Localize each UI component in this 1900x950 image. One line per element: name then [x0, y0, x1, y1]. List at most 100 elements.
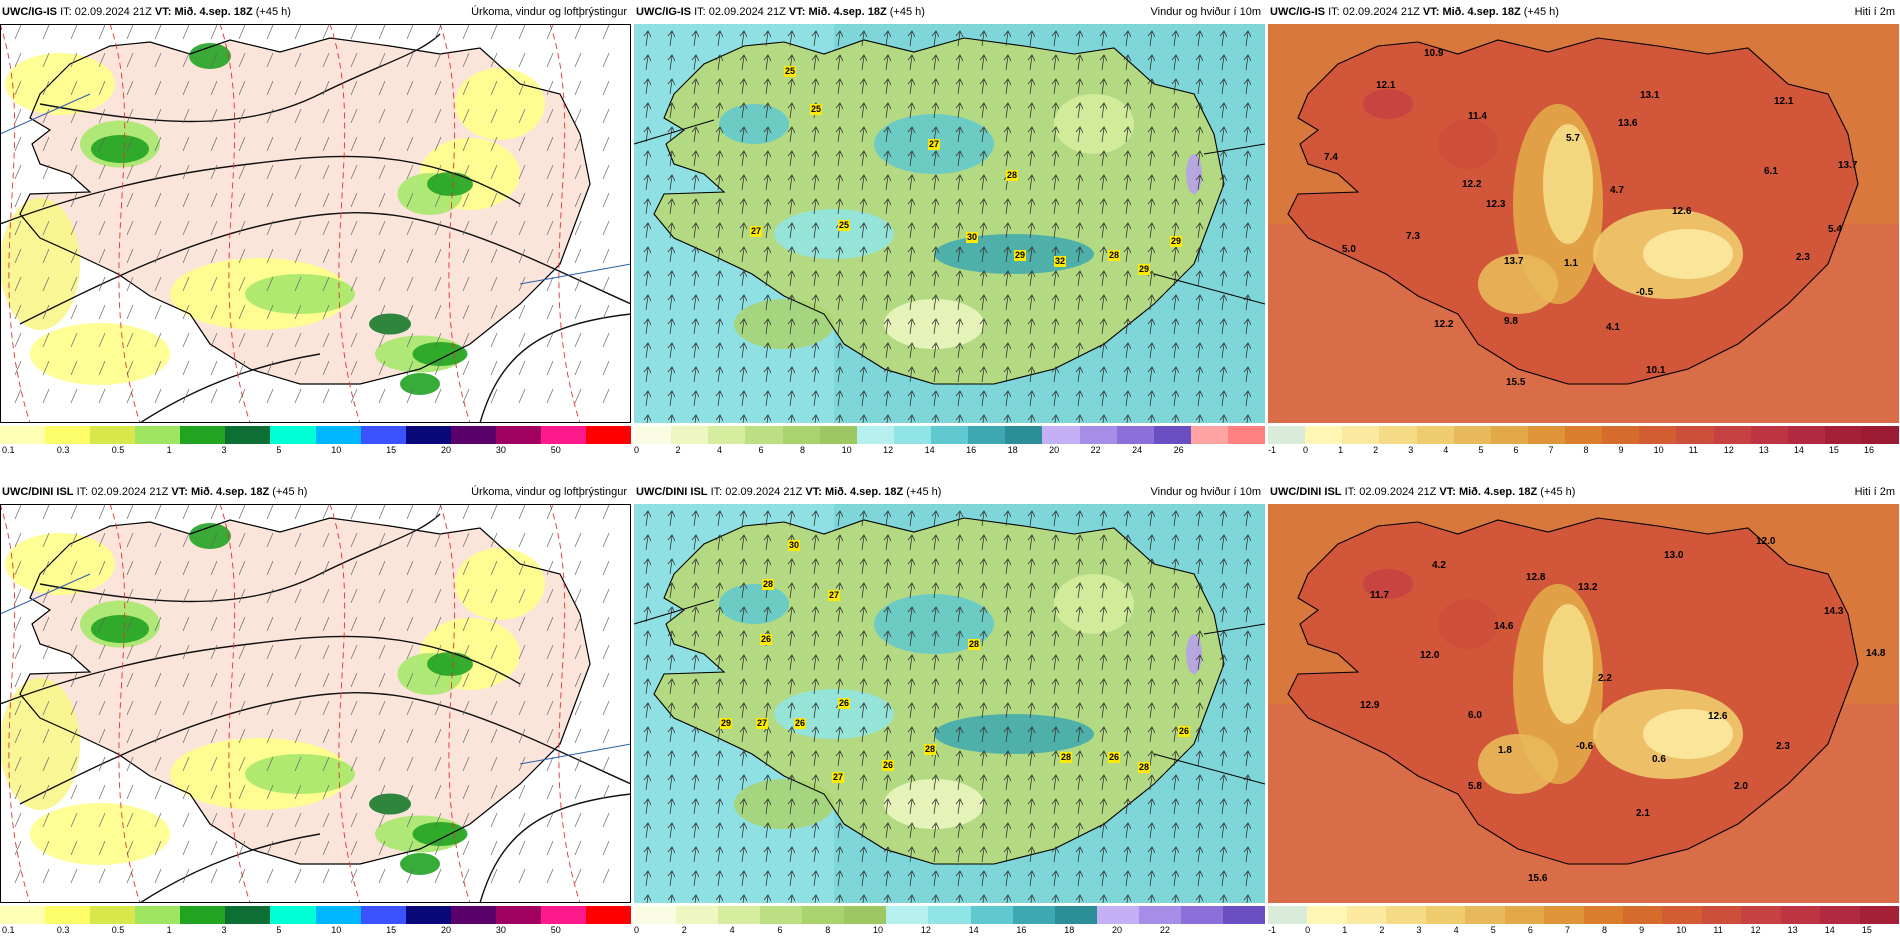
wind-arrow: [643, 366, 652, 383]
wind-barb: [14, 672, 22, 688]
wind-barb: [350, 700, 358, 716]
wind-arrow: [1147, 678, 1156, 695]
colorbar-tick-label: 0.3: [56, 445, 70, 455]
wind-arrow: [859, 342, 868, 359]
wind-arrow: [859, 678, 868, 695]
wind-barb: [42, 136, 50, 152]
gust-value-label: 30: [788, 540, 801, 551]
wind-barb: [182, 360, 190, 376]
wind-arrow: [1099, 318, 1108, 335]
map-canvas: [634, 504, 1265, 903]
colorbar-tick-label: 22: [1090, 445, 1101, 455]
wind-arrow: [667, 582, 676, 599]
wind-barb: [126, 304, 134, 320]
wind-barb: [14, 532, 22, 548]
wind-arrow: [1123, 294, 1132, 311]
wind-arrow: [1051, 846, 1060, 863]
temperature-value-label: 12.1: [1376, 80, 1396, 91]
wind-barb: [434, 24, 442, 40]
colorbar-tick-label: 12: [883, 445, 894, 455]
wind-arrow: [883, 654, 892, 671]
colorbar-tick-label: 7: [1548, 445, 1554, 455]
wind-arrow: [1195, 606, 1204, 623]
colorbar-swatch: [1386, 906, 1426, 924]
header-it: 02.09.2024 21Z: [725, 486, 803, 498]
wind-arrow: [979, 654, 988, 671]
wind-barb: [322, 868, 330, 884]
colorbar-tick-label: 3: [221, 445, 227, 455]
wind-barb: [238, 812, 246, 828]
wind-arrow: [835, 174, 844, 191]
wind-barb: [70, 360, 78, 376]
wind-barb: [406, 164, 414, 180]
wind-barb: [378, 108, 386, 124]
wind-arrow: [763, 366, 772, 383]
wind-barb: [490, 616, 498, 632]
wind-barb: [14, 80, 22, 96]
wind-arrow: [835, 126, 844, 143]
wind-barb: [98, 108, 106, 124]
colorbar-swatch: [1527, 426, 1565, 444]
wind-arrow: [907, 510, 916, 527]
colorbar-tick-label: 0.5: [111, 445, 125, 455]
precip-area: [245, 274, 355, 314]
wind-barb: [462, 812, 470, 828]
wind-arrow: [1123, 414, 1132, 423]
wind-arrow: [1075, 894, 1084, 903]
wind-barb: [378, 532, 386, 548]
wind-arrow: [1027, 774, 1036, 791]
wind-barb: [518, 248, 526, 264]
wind-speed-area: [884, 299, 984, 349]
wind-barb: [70, 192, 78, 208]
colorbar-swatch: [1138, 906, 1181, 924]
wind-arrow: [643, 174, 652, 191]
wind-arrow: [1051, 822, 1060, 839]
wind-arrow: [883, 174, 892, 191]
wind-arrow: [1147, 798, 1156, 815]
wind-arrow: [931, 606, 940, 623]
colorbar-tick-label: 20: [440, 445, 451, 455]
wind-arrow: [1243, 150, 1252, 167]
wind-arrow: [859, 894, 868, 903]
header-it-label: IT:: [60, 6, 72, 18]
wind-barb: [126, 840, 134, 856]
colorbar-swatch: [1012, 906, 1055, 924]
colorbar-tick-label: 22: [1159, 925, 1170, 935]
wind-barb: [238, 504, 246, 520]
wind-barb: [42, 700, 50, 716]
colorbar-tick-label: 11: [1713, 925, 1723, 935]
wind-arrow: [907, 534, 916, 551]
wind-arrow: [907, 750, 916, 767]
wind-barb: [266, 52, 274, 68]
colorbar-swatch: [760, 906, 803, 924]
wind-barb: [154, 332, 162, 348]
wind-arrow: [667, 702, 676, 719]
wind-arrow: [811, 126, 820, 143]
colorbar-tick-label: 9: [1639, 925, 1645, 935]
wind-arrow: [1051, 174, 1060, 191]
wind-barb: [434, 360, 442, 376]
wind-arrow: [1147, 342, 1156, 359]
wind-barb: [210, 304, 218, 320]
wind-arrow: [787, 558, 796, 575]
wind-barb: [322, 504, 330, 520]
wind-barb: [294, 588, 302, 604]
wind-arrow: [1027, 654, 1036, 671]
wind-barb: [574, 588, 582, 604]
wind-barb: [210, 248, 218, 264]
wind-arrow: [667, 366, 676, 383]
wind-arrow: [1099, 126, 1108, 143]
temperature-value-label: 5.8: [1468, 781, 1482, 792]
wind-arrow: [1123, 846, 1132, 863]
colorbar-swatch: [1346, 906, 1387, 924]
wind-barb: [210, 644, 218, 660]
colorbar-swatch: [1602, 426, 1640, 444]
wind-barb: [462, 868, 470, 884]
wind-arrow: [715, 78, 724, 95]
temperature-area: [1643, 709, 1733, 759]
wind-arrow: [1051, 390, 1060, 407]
wind-arrow: [883, 582, 892, 599]
wind-arrow: [1027, 750, 1036, 767]
wind-arrow: [811, 198, 820, 215]
wind-barb: [406, 644, 414, 660]
